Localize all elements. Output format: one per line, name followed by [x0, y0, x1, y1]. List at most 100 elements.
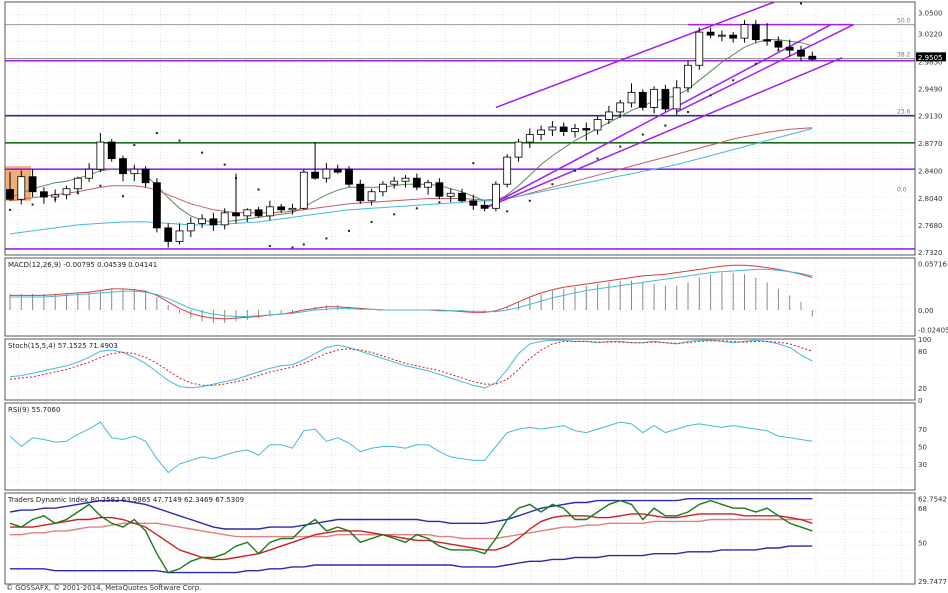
candle-body [548, 126, 557, 131]
candle-body [390, 180, 399, 185]
macd-title: MACD(12,26,9) -0.00795 0.04539 0.04141 [8, 261, 157, 269]
channel-line [495, 1, 775, 109]
tdi-series-line [9, 498, 813, 530]
stoch-axis-label: 100 [918, 336, 931, 344]
grid [5, 2, 915, 584]
price-axis-label: 2.9850 [918, 58, 943, 66]
price-panel: 50.0 38.2 23.6 0.0 3.0500 3.0220 2.9850 2.9490 2… [5, 1, 946, 257]
stoch-frame [4, 338, 916, 401]
rsi-series-line [9, 421, 813, 474]
tdi-axis-label: 68 [918, 505, 927, 513]
candle-body [571, 128, 579, 132]
macd-frame [4, 257, 916, 337]
macd-axis-label: 0.00 [918, 307, 934, 315]
candle-body [785, 46, 794, 51]
candle-body [503, 156, 512, 185]
price-axis-label: 2.7680 [918, 222, 943, 230]
candle-body [706, 31, 715, 36]
tdi-series-line [10, 545, 813, 574]
candle-body [17, 176, 26, 200]
candle-body [243, 209, 252, 217]
candle-body [265, 206, 274, 217]
copyright-footer: © GOSSAFX, © 2001-2014, MetaQuotes Softw… [6, 584, 201, 592]
candle-body [220, 212, 229, 226]
candle-body [684, 64, 692, 89]
candle-body [232, 212, 240, 217]
sar-point [348, 229, 350, 232]
sar-point [687, 110, 689, 113]
sar-point [664, 124, 667, 127]
candle-body [51, 194, 60, 198]
candle-body [751, 24, 760, 41]
sar-point [9, 208, 11, 211]
sar-point [223, 163, 226, 166]
moving-average-line [9, 127, 813, 214]
candle-body [28, 176, 37, 193]
sar-point [122, 195, 124, 198]
candle-body [695, 31, 704, 66]
sar-point [415, 207, 418, 210]
stoch-panel: 100 80 20 0 Stoch(15,5,4) 57.1525 71.4903 [8, 336, 931, 405]
candle-body [322, 168, 331, 179]
price-frame [4, 1, 916, 256]
candle-body [299, 171, 308, 209]
candle-body [559, 126, 568, 132]
stoch-series-line [9, 340, 813, 386]
candle-body [672, 87, 681, 110]
candle-body [718, 34, 726, 37]
candle-body [311, 171, 320, 179]
candle-body [209, 218, 218, 226]
rsi-axis-label: 30 [918, 461, 927, 469]
sar-point [393, 213, 396, 216]
candle-body [401, 177, 410, 182]
rsi-title: RSI(9) 55.7060 [8, 406, 60, 414]
sar-point [528, 199, 531, 202]
sar-point [99, 184, 102, 187]
candle-body [40, 191, 48, 198]
tdi-frame [4, 492, 916, 585]
sar-point [133, 144, 136, 147]
candle-body [514, 141, 523, 158]
tdi-axis-label: 62.7542 [918, 496, 947, 504]
fib-level-tag: 50.0 [897, 18, 911, 25]
price-axis-label: 2.9490 [918, 86, 943, 94]
rsi-axis-label: 70 [918, 426, 927, 434]
tdi-series-line [9, 499, 813, 574]
current-price-label: 2.9505 [918, 54, 943, 62]
price-axis-label: 2.8400 [918, 168, 943, 176]
candle-body [638, 91, 647, 108]
candle-body [435, 182, 444, 197]
candle-body [627, 91, 636, 104]
candle-body [729, 34, 738, 39]
sar-point [619, 145, 622, 148]
candle-body [198, 218, 207, 224]
channel-line [484, 23, 832, 209]
sar-point [641, 133, 644, 136]
candle-body [141, 168, 150, 184]
candle-body [808, 55, 817, 60]
candle-body [119, 158, 127, 175]
price-axis-label: 2.9130 [918, 113, 943, 121]
candle-body [458, 192, 466, 202]
candle-body [491, 183, 500, 209]
candle-body [740, 24, 749, 39]
candle-body [345, 168, 353, 185]
tdi-axis-label: 50 [918, 539, 927, 547]
moving-average-line [9, 128, 813, 235]
candle-body [186, 222, 195, 232]
candle-body [582, 128, 591, 131]
rsi-frame [4, 402, 916, 491]
candle-body [424, 182, 433, 188]
tdi-axis-label: 29.7477 [918, 578, 947, 586]
candle-body [525, 134, 534, 143]
fib-level-tag: 0.0 [897, 186, 907, 193]
candle-body [469, 200, 478, 206]
sar-point [178, 139, 181, 142]
tdi-series-line [10, 518, 813, 540]
candle-body [107, 141, 116, 160]
price-axis-label: 3.0220 [918, 31, 943, 39]
candle-body [378, 183, 387, 193]
tdi-title: Traders Dynamic Index 80.2582 63.9865 47… [7, 496, 244, 504]
candle-body [367, 191, 376, 202]
sar-point [551, 183, 554, 186]
